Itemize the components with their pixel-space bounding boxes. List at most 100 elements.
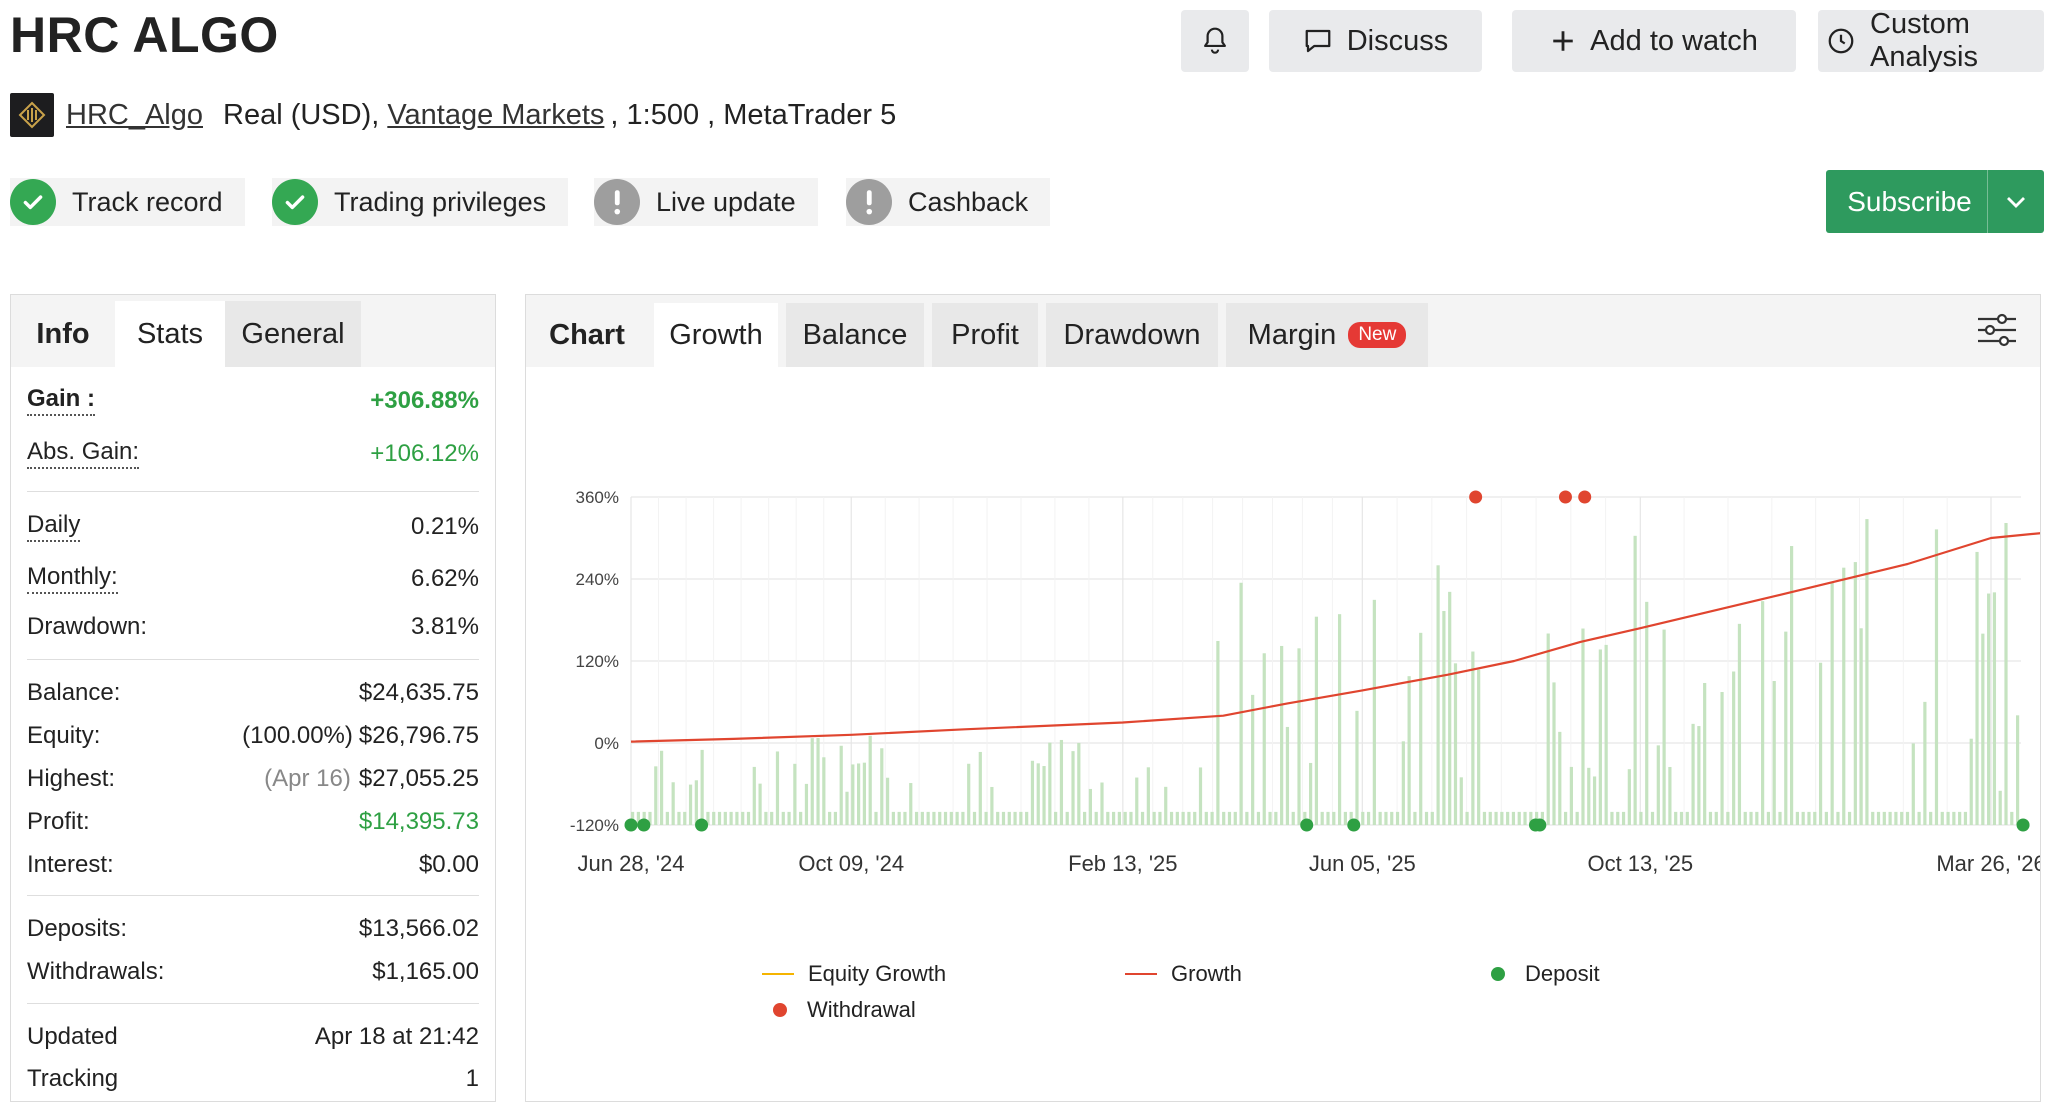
activity-bar bbox=[1685, 811, 1689, 825]
stat-value: 3.81% bbox=[410, 613, 479, 640]
broker-link[interactable]: Vantage Markets bbox=[387, 98, 605, 131]
deposit-marker[interactable] bbox=[1533, 818, 1547, 832]
activity-bar bbox=[1477, 669, 1481, 825]
withdrawal-marker[interactable] bbox=[1578, 490, 1592, 504]
activity-bar bbox=[1668, 766, 1672, 825]
activity-bar bbox=[1749, 811, 1753, 825]
deposit-marker[interactable] bbox=[695, 818, 709, 832]
subscribe-button[interactable]: Subscribe bbox=[1826, 170, 2044, 233]
tab-general[interactable]: General bbox=[225, 301, 361, 367]
activity-bar bbox=[1598, 649, 1602, 825]
deposit-marker[interactable] bbox=[1347, 818, 1361, 832]
activity-bar bbox=[1309, 762, 1313, 825]
stat-label: Deposits: bbox=[27, 915, 128, 942]
activity-bar bbox=[2010, 811, 2014, 825]
x-tick-label: Oct 13, '25 bbox=[1587, 851, 1693, 876]
activity-bar bbox=[1100, 782, 1104, 825]
stat-label[interactable]: Monthly: bbox=[27, 563, 118, 594]
activity-bar bbox=[1065, 811, 1069, 825]
track-record-badge[interactable]: Track record bbox=[10, 178, 245, 226]
withdrawal-marker[interactable] bbox=[1558, 490, 1572, 504]
activity-bar bbox=[1384, 811, 1388, 825]
legend-deposit[interactable]: Deposit bbox=[1491, 961, 1600, 987]
activity-bar bbox=[833, 811, 838, 825]
stat-label: Updated bbox=[27, 1023, 118, 1050]
trading-privileges-badge[interactable]: Trading privileges bbox=[272, 178, 569, 226]
stat-value: 0.21% bbox=[410, 512, 479, 540]
tab-info[interactable]: Info bbox=[11, 301, 115, 367]
growth-chart[interactable]: 360% 240% 120% 0% -120% Jun 28, '24 Oct 09, '2… bbox=[526, 367, 2040, 1099]
activity-bar bbox=[717, 811, 722, 825]
activity-bar bbox=[1094, 811, 1098, 825]
tab-drawdown[interactable]: Drawdown bbox=[1046, 303, 1218, 367]
withdrawal-marker[interactable] bbox=[1469, 490, 1483, 504]
tab-growth[interactable]: Growth bbox=[654, 303, 778, 367]
tab-profit[interactable]: Profit bbox=[932, 303, 1038, 367]
activity-bar bbox=[1198, 767, 1203, 825]
activity-bar bbox=[1830, 582, 1834, 825]
stat-withdrawals: Withdrawals: $1,165.00 bbox=[27, 958, 479, 986]
activity-bar bbox=[1523, 811, 1527, 825]
stat-interest: Interest: $0.00 bbox=[27, 851, 479, 879]
legend-growth[interactable]: Growth bbox=[1125, 961, 1242, 987]
divider bbox=[27, 895, 479, 896]
activity-bar bbox=[1140, 811, 1145, 825]
legend-swatch bbox=[773, 1003, 787, 1017]
activity-bar bbox=[1587, 767, 1591, 825]
activity-bar bbox=[1245, 811, 1249, 825]
activity-bar bbox=[1940, 811, 1944, 825]
activity-bar bbox=[1303, 811, 1307, 825]
y-tick-label: 360% bbox=[576, 488, 619, 507]
stat-label: Drawdown: bbox=[27, 613, 148, 640]
activity-bar bbox=[1772, 681, 1776, 825]
x-tick-label: Mar 26, '26 bbox=[1936, 851, 2040, 876]
activity-bar bbox=[781, 811, 785, 825]
activity-bar bbox=[1291, 811, 1295, 825]
activity-bar bbox=[659, 750, 664, 825]
custom-analysis-button[interactable]: Custom Analysis bbox=[1818, 8, 2044, 73]
stat-label[interactable]: Abs. Gain: bbox=[27, 438, 140, 469]
activity-bar bbox=[1714, 811, 1718, 825]
legend-withdrawal[interactable]: Withdrawal bbox=[773, 997, 916, 1023]
activity-bar bbox=[816, 738, 820, 825]
activity-bar bbox=[1853, 562, 1857, 825]
deposit-marker[interactable] bbox=[624, 818, 638, 832]
activity-bar bbox=[1900, 811, 1904, 825]
activity-bar bbox=[1256, 811, 1261, 825]
activity-bar bbox=[1981, 633, 1985, 825]
activity-bar bbox=[1233, 811, 1237, 825]
activity-bar bbox=[793, 763, 797, 825]
chevron-down-icon[interactable] bbox=[1987, 170, 2044, 233]
growth-line[interactable] bbox=[630, 532, 2040, 743]
tab-margin[interactable]: Margin New bbox=[1226, 303, 1428, 367]
activity-bar bbox=[758, 783, 762, 825]
chart-panel: Chart Growth Balance Profit Drawdown Mar… bbox=[525, 294, 2041, 1102]
legend-equity-growth[interactable]: Equity Growth bbox=[762, 961, 946, 987]
deposit-marker[interactable] bbox=[1300, 818, 1314, 832]
subscribe-label[interactable]: Subscribe bbox=[1847, 185, 1972, 217]
stat-label[interactable]: Daily bbox=[27, 511, 81, 542]
activity-bar bbox=[1390, 811, 1394, 825]
activity-bar bbox=[1720, 692, 1724, 825]
discuss-button[interactable]: Discuss bbox=[1269, 10, 1482, 72]
live-update-badge[interactable]: Live update bbox=[594, 178, 818, 226]
tab-balance[interactable]: Balance bbox=[786, 303, 924, 367]
chart-settings-button[interactable] bbox=[1974, 309, 2020, 355]
deposit-marker[interactable] bbox=[2016, 818, 2030, 832]
stat-value: +106.12% bbox=[370, 439, 479, 467]
deposit-marker[interactable] bbox=[637, 818, 651, 832]
activity-bar bbox=[1656, 745, 1660, 825]
track-record-label: Track record bbox=[72, 186, 223, 217]
add-to-watch-label: Add to watch bbox=[1590, 24, 1758, 57]
activity-bar bbox=[1135, 777, 1139, 825]
activity-bar bbox=[1795, 811, 1799, 825]
add-to-watch-button[interactable]: Add to watch bbox=[1512, 10, 1796, 72]
tab-stats[interactable]: Stats bbox=[115, 301, 225, 367]
activity-bar bbox=[1934, 529, 1939, 825]
tab-chart[interactable]: Chart bbox=[526, 303, 648, 367]
activity-bar bbox=[1001, 811, 1006, 825]
notification-button[interactable] bbox=[1181, 10, 1249, 72]
stat-label[interactable]: Gain : bbox=[27, 385, 96, 416]
cashback-badge[interactable]: Cashback bbox=[846, 178, 1051, 226]
account-owner-link[interactable]: HRC_Algo bbox=[66, 98, 203, 131]
